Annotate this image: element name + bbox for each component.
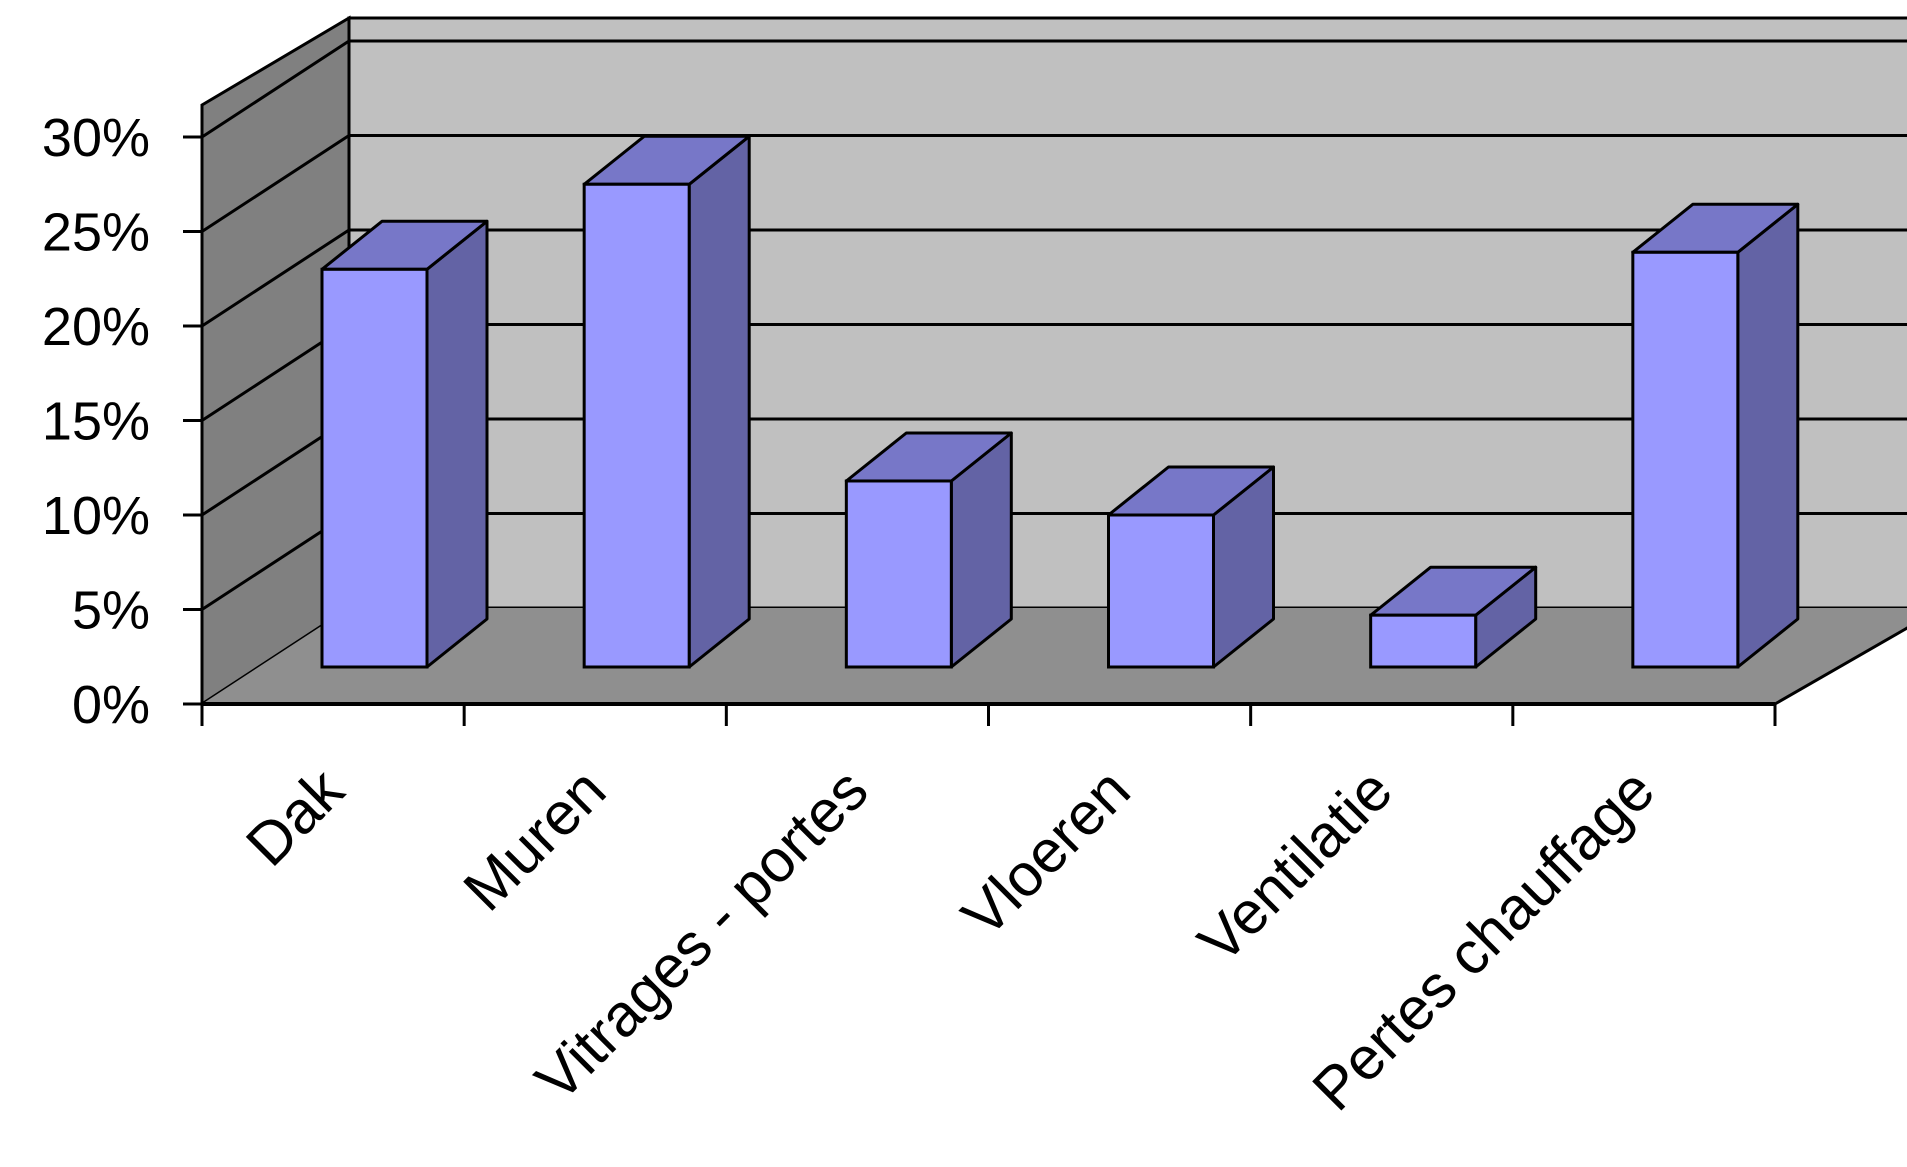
y-tick-label: 5% (72, 581, 150, 641)
bar-front (582, 182, 691, 669)
y-axis-tick-labels: 0% 5% 10% 15% 20% 25% 30% (42, 108, 150, 735)
bar-front (1107, 513, 1215, 669)
bar (1369, 565, 1538, 669)
bar-side (1736, 202, 1800, 669)
bar-front (1631, 250, 1740, 669)
bar (1631, 202, 1800, 669)
bar-side (425, 219, 489, 669)
bar-front (844, 479, 953, 669)
bars (320, 134, 1800, 669)
bar (844, 431, 1013, 669)
x-tick-label: Muren (451, 756, 619, 924)
x-tick-label: Vloeren (949, 756, 1143, 950)
axes (183, 133, 1907, 726)
bar (320, 219, 489, 669)
y-tick-label: 25% (42, 203, 150, 263)
bar-front (1369, 613, 1478, 669)
floor-edge (1774, 626, 1907, 706)
y-tick-label: 15% (42, 392, 150, 452)
y-tick-label: 0% (72, 675, 150, 735)
y-tick-label: 30% (42, 108, 150, 168)
x-tick-label: Dak (233, 755, 357, 879)
y-tick-label: 10% (42, 486, 150, 546)
bar-front (320, 267, 429, 669)
side-gridline (201, 134, 350, 233)
bar (1107, 465, 1275, 669)
bar (582, 134, 751, 669)
side-gridline (201, 39, 350, 139)
side-gridline (201, 228, 350, 328)
y-tick-label: 20% (42, 297, 150, 357)
x-tick-label: Ventilatie (1185, 756, 1405, 976)
bar-side (687, 134, 751, 669)
